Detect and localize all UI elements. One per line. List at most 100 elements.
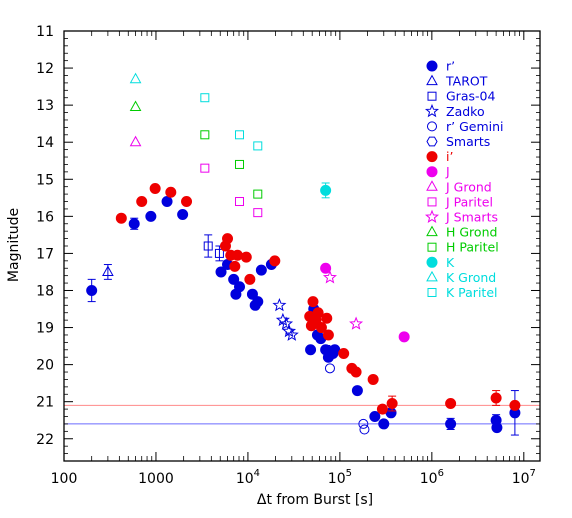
legend-item: Smarts [426,134,490,149]
series-5 [324,363,370,435]
y-tick-label: 12 [36,61,54,77]
legend-label: TAROT [445,74,488,89]
data-point [349,316,364,330]
data-point [246,288,258,300]
data-point [253,189,263,199]
y-tick-label: 11 [36,24,54,40]
legend-item: J [426,164,450,179]
x-tick-label: 107 [512,468,536,487]
y-tick-label: 16 [36,209,54,225]
legend-marker [424,103,440,118]
data-point [305,344,317,356]
data-point [228,273,240,285]
data-point [312,307,324,319]
x-tick-label: 1000 [138,471,174,487]
reference-lines [64,404,540,425]
legend-label: Smarts [446,134,490,149]
legend-marker [426,225,438,237]
data-point [252,296,264,308]
data-point [203,241,213,251]
data-point [315,322,327,334]
data-point [129,72,142,84]
legend-marker [424,209,440,223]
data-point [161,196,173,208]
data-point [490,392,502,404]
data-point [272,297,287,312]
data-point [244,273,256,285]
data-point [275,312,290,327]
data-point [320,184,332,196]
series-1 [86,196,521,436]
x-tick-label: 106 [420,468,444,487]
data-point [129,135,142,147]
data-point [165,186,177,198]
data-point [509,399,521,411]
data-point [376,403,388,415]
legend-item: r’ [426,59,455,74]
legend-label: Zadko [446,104,485,119]
series-12 [129,100,142,111]
legend-marker [427,121,437,132]
data-point [322,270,337,284]
legend-item: Zadko [424,103,485,119]
data-point [386,398,398,410]
y-tick-label: 14 [36,135,54,151]
legend-marker [426,166,438,178]
series-8 [320,262,410,343]
legend-label: H Grond [446,225,497,240]
legend-item: TAROT [426,74,488,89]
series-16 [200,93,263,151]
data-point [235,197,245,207]
data-points [86,72,521,436]
data-point [351,385,363,397]
legend-item: K Paritel [427,285,497,300]
series-15 [129,72,142,84]
x-tick-label: 100 [51,471,78,487]
legend-marker [426,180,438,191]
data-point [324,363,335,374]
data-point [307,296,319,308]
data-point [229,260,241,272]
legend-label: r’ [446,59,455,74]
data-point [321,312,333,324]
data-point [231,249,243,261]
data-point [445,398,457,410]
legend-label: K Grond [446,270,496,285]
data-point [136,196,148,208]
legend-label: Gras-04 [446,89,495,104]
data-point [445,418,457,430]
series-13 [200,130,263,199]
series-6 [321,344,333,355]
data-point [282,323,297,338]
series-4 [272,297,299,341]
data-point [320,262,332,274]
data-point [253,141,263,151]
data-point [181,196,193,208]
data-point [398,331,410,343]
data-point [350,366,362,378]
legend-label: J [445,164,450,179]
data-point [128,218,140,230]
legend-label: H Paritel [446,240,499,255]
y-tick-label: 17 [36,246,54,262]
legend-marker [426,136,438,147]
series-10 [200,163,263,218]
data-point [86,284,98,296]
legend-marker [426,60,438,72]
series-14 [320,182,332,199]
data-point [235,159,245,169]
y-axis-label: Magnitude [6,208,22,282]
legend-marker [426,256,438,268]
legend-marker [426,74,438,86]
data-point [367,373,379,385]
data-point [149,183,161,195]
legend-item: J Paritel [427,194,493,209]
x-tick-label: 104 [236,468,260,487]
y-tick-label: 19 [36,321,54,337]
series-3 [203,234,224,262]
data-point [358,418,369,429]
legend-marker [426,270,438,282]
data-point [177,208,189,220]
legend-label: J Smarts [445,210,498,225]
